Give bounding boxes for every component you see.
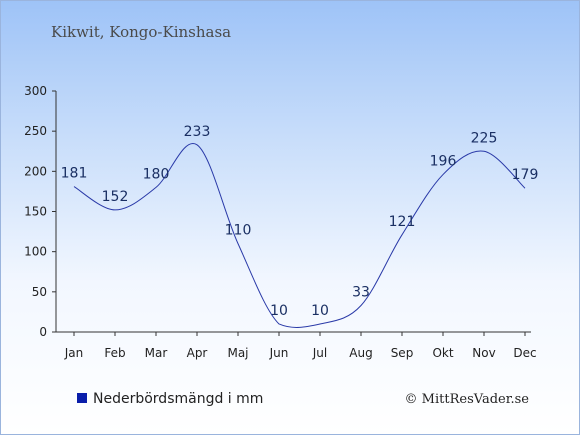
data-labels: 181 152 180 233 110 10 10 33 121 196 225 179 — [61, 124, 539, 319]
data-label: 10 — [270, 303, 288, 319]
x-tick-label: Jun — [269, 346, 289, 360]
x-tick-label: Dec — [513, 346, 536, 360]
x-tick-label: Jul — [312, 346, 327, 360]
chart-title: Kikwit, Kongo-Kinshasa — [51, 23, 231, 41]
y-axis-ticks: 0 50 100 150 200 250 300 — [24, 84, 56, 339]
copyright-text: © MittResVader.se — [405, 392, 530, 407]
x-tick-label: Maj — [227, 346, 248, 360]
legend-label: Nederbördsmängd i mm — [93, 391, 263, 407]
data-label: 110 — [225, 223, 252, 239]
y-tick-label: 150 — [24, 205, 47, 219]
data-label: 181 — [61, 166, 88, 182]
x-tick-label: Mar — [145, 346, 168, 360]
data-label: 180 — [143, 166, 170, 182]
x-tick-label: Feb — [104, 346, 125, 360]
legend-swatch — [77, 393, 87, 403]
x-tick-label: Nov — [472, 346, 495, 360]
data-label: 196 — [430, 154, 457, 170]
y-tick-label: 100 — [24, 245, 47, 259]
data-label: 152 — [102, 189, 129, 205]
y-tick-label: 200 — [24, 164, 47, 178]
data-label: 233 — [184, 124, 211, 140]
axes — [55, 91, 531, 333]
data-label: 225 — [471, 130, 498, 146]
data-label: 179 — [512, 167, 539, 183]
x-axis-ticks: Jan Feb Mar Apr Maj Jun Jul Aug Sep Okt Nov Dec — [64, 332, 537, 360]
x-tick-label: Sep — [391, 346, 414, 360]
x-tick-label: Apr — [187, 346, 208, 360]
data-label: 33 — [352, 284, 370, 300]
y-tick-label: 250 — [24, 124, 47, 138]
series-line — [73, 142, 526, 328]
y-tick-label: 300 — [24, 84, 47, 98]
data-label: 121 — [389, 214, 416, 230]
y-tick-label: 50 — [32, 285, 47, 299]
data-label: 10 — [311, 303, 329, 319]
x-tick-label: Aug — [349, 346, 372, 360]
x-tick-label: Jan — [64, 346, 84, 360]
x-tick-label: Okt — [432, 346, 453, 360]
y-tick-label: 0 — [39, 325, 47, 339]
